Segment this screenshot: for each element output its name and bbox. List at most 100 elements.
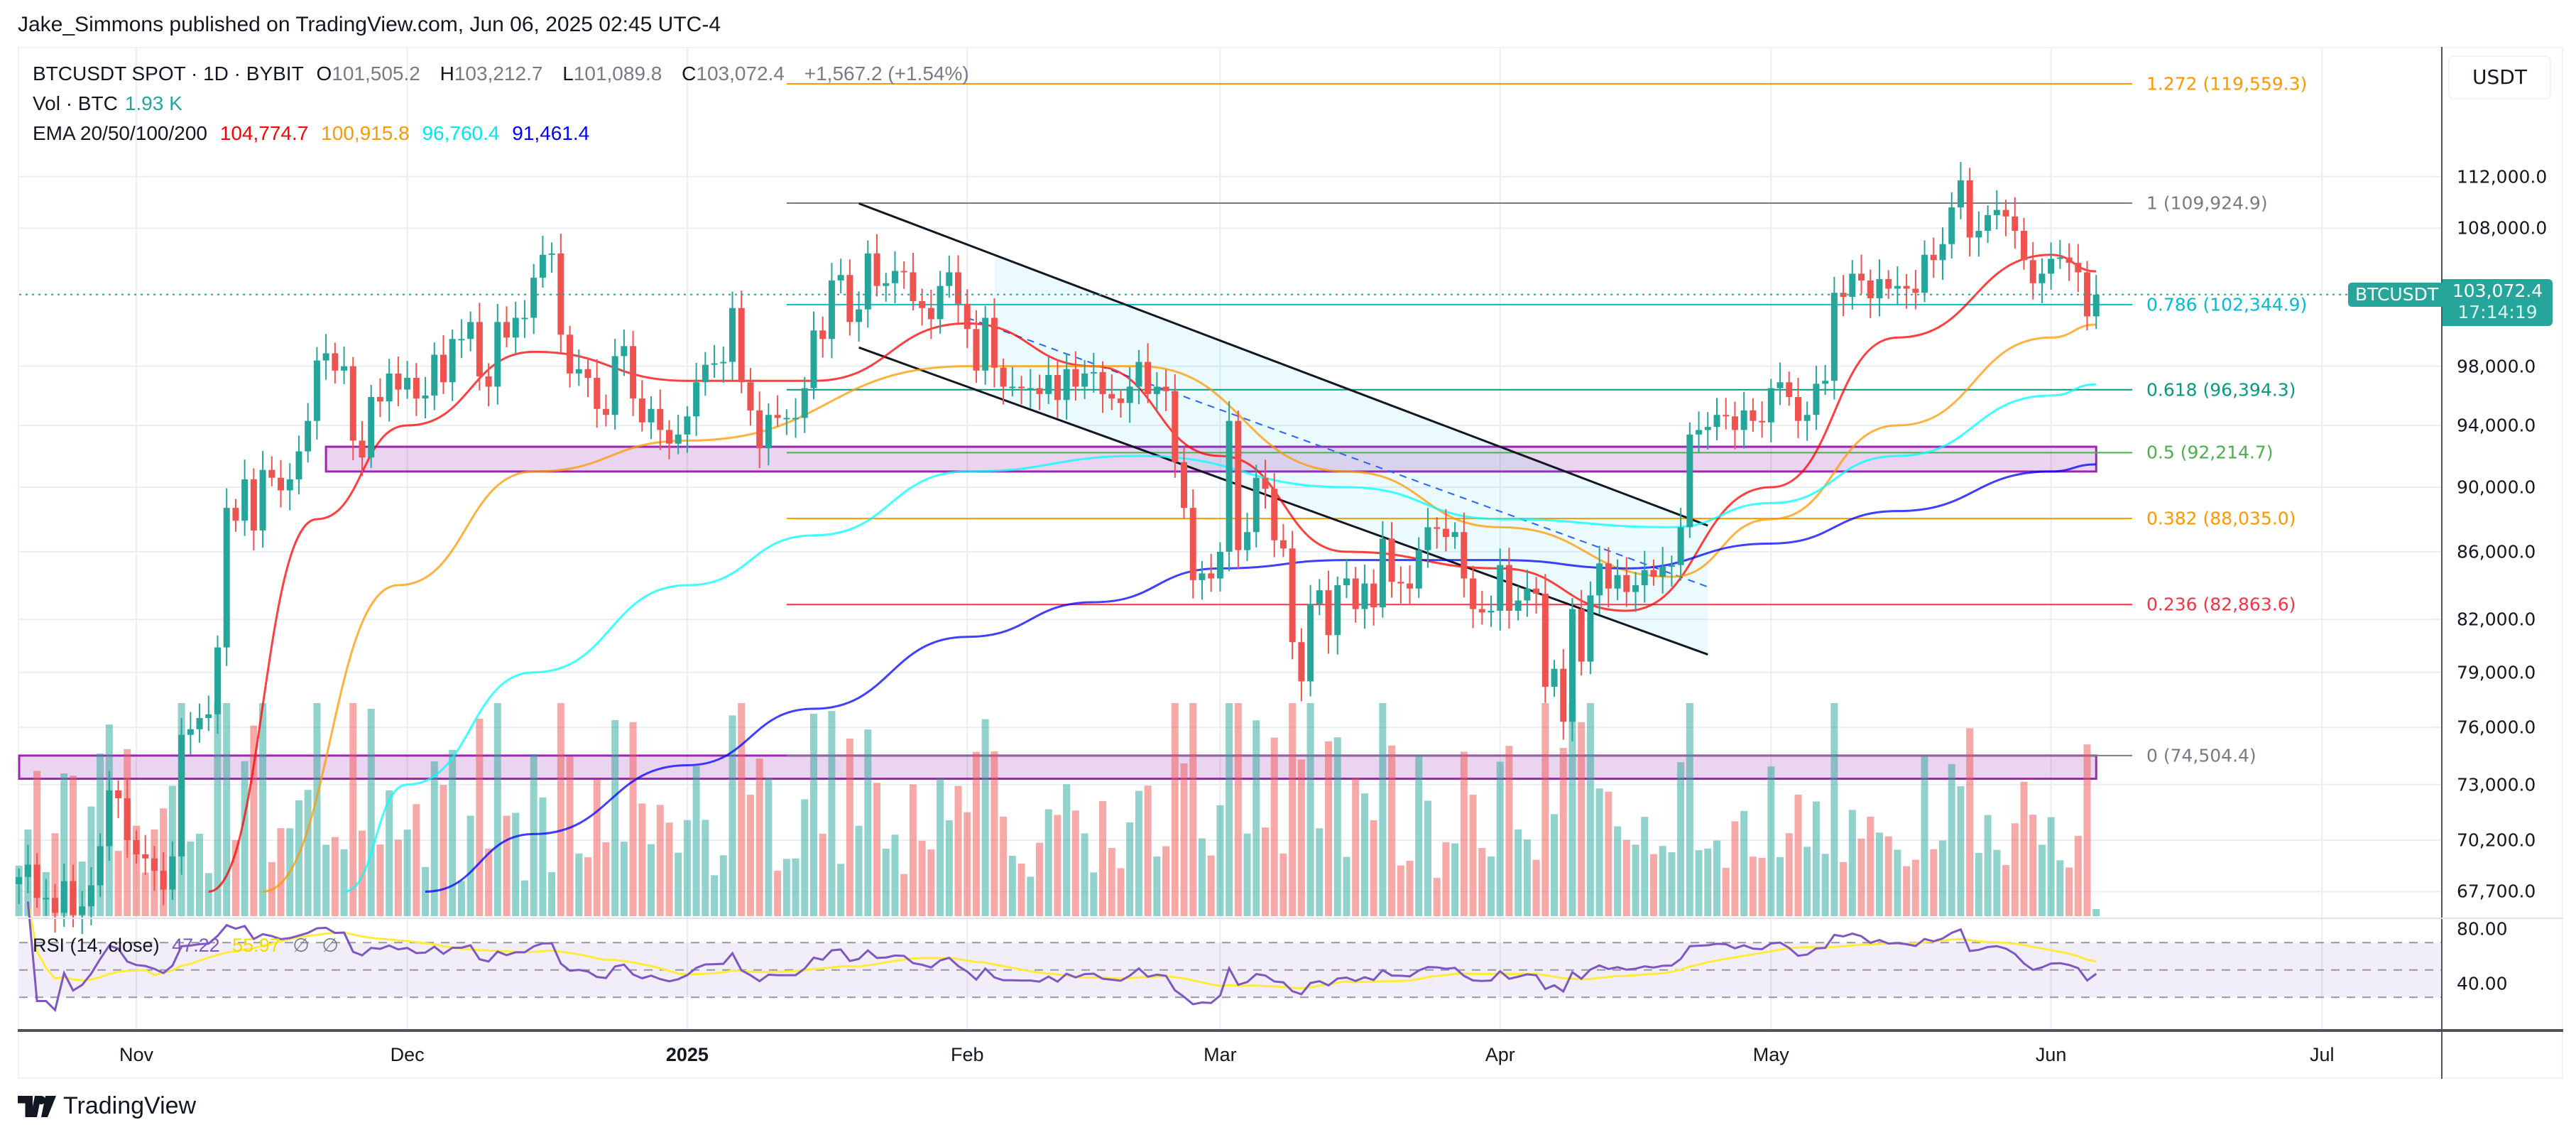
volume-bar bbox=[187, 842, 195, 916]
candle-body bbox=[648, 408, 655, 423]
fib-level-label: 0.236 (82,863.6) bbox=[2146, 594, 2296, 615]
tradingview-logo[interactable]: TradingView bbox=[18, 1092, 196, 1120]
candle-body bbox=[142, 854, 149, 859]
volume-bar bbox=[1071, 810, 1079, 916]
price-tick: 108,000.0 bbox=[2457, 217, 2548, 239]
candle-body bbox=[846, 275, 853, 322]
candle-body bbox=[1235, 420, 1242, 550]
candle-body bbox=[1957, 180, 1964, 207]
volume-bar bbox=[1641, 817, 1649, 916]
candle-body bbox=[1641, 570, 1648, 585]
volume-bar bbox=[2065, 867, 2073, 916]
candle-body bbox=[548, 253, 555, 255]
volume-bar bbox=[1812, 801, 1820, 916]
candle-body bbox=[1117, 398, 1124, 403]
volume-bar bbox=[1036, 842, 1043, 916]
volume-bar bbox=[367, 709, 375, 916]
volume-bar bbox=[1749, 856, 1757, 916]
volume-legend[interactable]: Vol · BTC 1.93 K bbox=[33, 92, 182, 114]
volume-bar bbox=[801, 799, 809, 916]
volume-bar bbox=[2092, 909, 2100, 916]
candle-body bbox=[1794, 397, 1801, 421]
volume-bar bbox=[1008, 856, 1016, 916]
volume-bar bbox=[304, 790, 312, 916]
candle-body bbox=[286, 479, 293, 491]
volume-bar bbox=[1794, 795, 1802, 916]
candle-body bbox=[1659, 566, 1666, 577]
volume-bar bbox=[711, 875, 719, 916]
volume-bar bbox=[819, 833, 826, 916]
ema20-value: 104,774.7 bbox=[219, 122, 309, 144]
candle-body bbox=[422, 395, 429, 399]
candle-body bbox=[467, 322, 474, 339]
volume-bar bbox=[539, 797, 547, 916]
volume-bar bbox=[1532, 859, 1540, 916]
candle-body bbox=[1894, 286, 1901, 289]
volume-bar bbox=[765, 778, 773, 916]
candle-body bbox=[1325, 590, 1332, 636]
volume-bar bbox=[1279, 853, 1287, 916]
volume-bar bbox=[575, 853, 583, 916]
candle-body bbox=[1488, 611, 1495, 613]
ema-legend[interactable]: EMA 20/50/100/200 104,774.7 100,915.8 96… bbox=[33, 122, 590, 144]
rsi-legend[interactable]: RSI (14, close) 47.22 55.97 ∅ ∅ bbox=[33, 935, 339, 956]
candle-body bbox=[368, 397, 375, 458]
candle-body bbox=[1731, 416, 1738, 430]
fib-level-label: 0.5 (92,214.7) bbox=[2146, 442, 2274, 463]
candle-body bbox=[1650, 570, 1657, 577]
symbol-label[interactable]: BTCUSDT SPOT · 1D · BYBIT bbox=[33, 62, 304, 85]
price-tick: 67,700.0 bbox=[2457, 881, 2536, 902]
volume-bar bbox=[2020, 781, 2028, 916]
bar-countdown: 17:14:19 bbox=[2457, 301, 2538, 322]
fib-level-label: 1.272 (119,559.3) bbox=[2146, 73, 2308, 94]
candle-body bbox=[964, 303, 971, 330]
fib-level-label: 0.786 (102,344.9) bbox=[2146, 294, 2308, 315]
volume-bar bbox=[1162, 846, 1170, 916]
volume-bar bbox=[882, 848, 890, 916]
candle-body bbox=[1975, 231, 1982, 238]
volume-bar bbox=[1551, 814, 1559, 916]
volume-bar bbox=[223, 703, 231, 916]
volume-bar bbox=[1460, 751, 1468, 916]
volume-bar bbox=[584, 857, 591, 916]
candle-body bbox=[1244, 532, 1251, 550]
volume-bar bbox=[918, 840, 926, 916]
volume-bar bbox=[1523, 839, 1531, 916]
volume-bar bbox=[1360, 793, 1368, 916]
volume-bar bbox=[457, 881, 465, 916]
chart-panel[interactable] bbox=[18, 47, 2563, 1079]
volume-bar bbox=[1975, 852, 1982, 916]
candle-body bbox=[891, 271, 898, 283]
currency-button[interactable]: USDT bbox=[2448, 55, 2551, 99]
volume-bar bbox=[1081, 833, 1088, 916]
volume-bar bbox=[1243, 833, 1251, 916]
date-tick: Dec bbox=[390, 1044, 425, 1065]
candle-body bbox=[747, 382, 754, 410]
candle-body bbox=[1009, 386, 1016, 388]
candle-body bbox=[910, 272, 917, 301]
volume-bar bbox=[466, 815, 474, 916]
candle-body bbox=[2065, 257, 2073, 263]
volume-bar bbox=[1316, 828, 1324, 916]
candle-body bbox=[1587, 595, 1594, 662]
candle-body bbox=[1596, 563, 1603, 596]
candle-body bbox=[1298, 642, 1305, 682]
fib-level-label: 0 (74,504.4) bbox=[2146, 745, 2256, 766]
volume-bar bbox=[1668, 852, 1676, 916]
candle-body bbox=[1786, 382, 1793, 398]
candle-body bbox=[729, 308, 736, 362]
volume-bar bbox=[322, 844, 330, 916]
volume-bar bbox=[1433, 878, 1441, 916]
volume-bar bbox=[51, 833, 59, 916]
price-tick: 94,000.0 bbox=[2457, 415, 2536, 436]
price-tick: 98,000.0 bbox=[2457, 356, 2536, 377]
candle-body bbox=[1316, 590, 1323, 604]
candle-body bbox=[1713, 415, 1720, 428]
volume-bars bbox=[15, 703, 2100, 916]
candle-body bbox=[512, 317, 519, 338]
candle-body bbox=[801, 388, 808, 418]
volume-bar bbox=[403, 830, 411, 916]
volume-bar bbox=[1595, 788, 1603, 916]
candle-body bbox=[1524, 588, 1531, 601]
